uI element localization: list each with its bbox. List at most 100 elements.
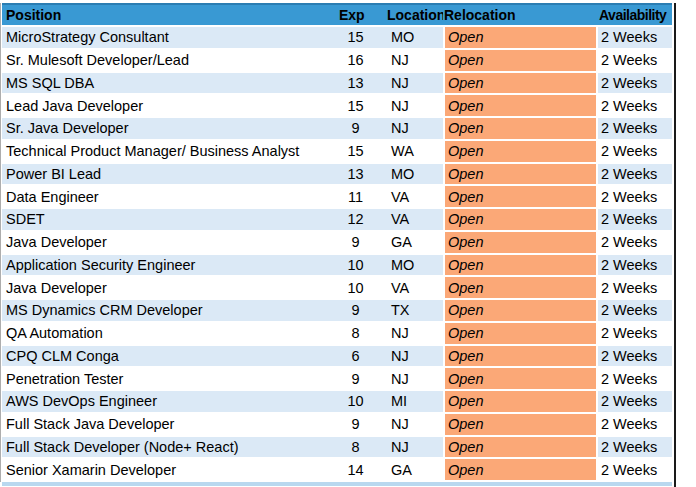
cell-exp[interactable]: 9 xyxy=(333,118,378,141)
cell-exp[interactable]: 15 xyxy=(333,27,378,50)
cell-position[interactable]: Data Engineer xyxy=(2,186,333,209)
cell-availability[interactable]: 2 Weeks xyxy=(598,459,672,482)
cell-exp[interactable]: 9 xyxy=(333,300,378,323)
cell-availability[interactable]: 2 Weeks xyxy=(598,95,672,118)
cell-relocation[interactable]: Open xyxy=(443,459,598,482)
cell-relocation[interactable]: Open xyxy=(443,368,598,391)
cell-position[interactable]: QA Automation xyxy=(2,323,333,346)
cell-relocation[interactable]: Open xyxy=(443,323,598,346)
cell-position[interactable]: MS SQL DBA xyxy=(2,73,333,96)
cell-position[interactable]: Sr. Mulesoft Developer/Lead xyxy=(2,50,333,73)
cell-availability[interactable]: 2 Weeks xyxy=(598,255,672,278)
cell-availability[interactable]: 2 Weeks xyxy=(598,346,672,369)
cell-position[interactable]: Application Security Engineer xyxy=(2,255,333,278)
cell-availability[interactable]: 2 Weeks xyxy=(598,277,672,300)
cell-relocation[interactable]: Open xyxy=(443,141,598,164)
cell-exp[interactable]: 8 xyxy=(333,323,378,346)
cell-availability[interactable]: 2 Weeks xyxy=(598,141,672,164)
cell-relocation[interactable]: Open xyxy=(443,255,598,278)
cell-relocation[interactable]: Open xyxy=(443,73,598,96)
cell-location[interactable]: NJ xyxy=(378,323,443,346)
cell-exp[interactable]: 13 xyxy=(333,164,378,187)
cell-location[interactable]: MO xyxy=(378,27,443,50)
cell-location[interactable]: VA xyxy=(378,277,443,300)
cell-relocation[interactable]: Open xyxy=(443,437,598,460)
cell-relocation[interactable]: Open xyxy=(443,95,598,118)
cell-position[interactable]: Full Stack Java Developer xyxy=(2,414,333,437)
cell-exp[interactable]: 8 xyxy=(333,437,378,460)
cell-position[interactable]: Lead Java Developer xyxy=(2,95,333,118)
cell-availability[interactable]: 2 Weeks xyxy=(598,368,672,391)
cell-location[interactable]: NJ xyxy=(378,95,443,118)
cell-position[interactable]: CPQ CLM Conga xyxy=(2,346,333,369)
cell-availability[interactable]: 2 Weeks xyxy=(598,300,672,323)
cell-position[interactable]: Sr. Java Developer xyxy=(2,118,333,141)
cell-availability[interactable]: 2 Weeks xyxy=(598,164,672,187)
cell-position[interactable]: Java Developer xyxy=(2,277,333,300)
cell-availability[interactable]: 2 Weeks xyxy=(598,232,672,255)
cell-exp[interactable]: 11 xyxy=(333,186,378,209)
cell-availability[interactable]: 2 Weeks xyxy=(598,27,672,50)
cell-relocation[interactable]: Open xyxy=(443,346,598,369)
cell-exp[interactable]: 10 xyxy=(333,277,378,300)
cell-position[interactable]: Java Developer xyxy=(2,232,333,255)
cell-exp[interactable]: 15 xyxy=(333,95,378,118)
cell-exp[interactable]: 10 xyxy=(333,255,378,278)
cell-exp[interactable]: 16 xyxy=(333,50,378,73)
cell-position[interactable]: AWS DevOps Engineer xyxy=(2,391,333,414)
cell-location[interactable]: NJ xyxy=(378,437,443,460)
cell-position[interactable]: SDET xyxy=(2,209,333,232)
cell-location[interactable]: NJ xyxy=(378,414,443,437)
cell-relocation[interactable]: Open xyxy=(443,164,598,187)
column-header-location[interactable]: Location xyxy=(378,5,443,25)
cell-position[interactable]: Power BI Lead xyxy=(2,164,333,187)
cell-availability[interactable]: 2 Weeks xyxy=(598,437,672,460)
cell-position[interactable]: Full Stack Developer (Node+ React) xyxy=(2,437,333,460)
cell-location[interactable]: GA xyxy=(378,232,443,255)
cell-relocation[interactable]: Open xyxy=(443,118,598,141)
cell-availability[interactable]: 2 Weeks xyxy=(598,391,672,414)
cell-location[interactable]: TX xyxy=(378,300,443,323)
cell-availability[interactable]: 2 Weeks xyxy=(598,50,672,73)
cell-exp[interactable]: 12 xyxy=(333,209,378,232)
cell-relocation[interactable]: Open xyxy=(443,232,598,255)
cell-location[interactable]: NJ xyxy=(378,50,443,73)
cell-location[interactable]: NJ xyxy=(378,118,443,141)
cell-location[interactable]: NJ xyxy=(378,368,443,391)
cell-exp[interactable]: 13 xyxy=(333,73,378,96)
cell-position[interactable]: Technical Product Manager/ Business Anal… xyxy=(2,141,333,164)
cell-position[interactable]: Penetration Tester xyxy=(2,368,333,391)
column-header-position[interactable]: Position xyxy=(2,5,333,25)
cell-location[interactable]: MI xyxy=(378,391,443,414)
column-header-exp[interactable]: Exp xyxy=(333,5,378,25)
cell-location[interactable]: GA xyxy=(378,459,443,482)
cell-exp[interactable]: 6 xyxy=(333,346,378,369)
cell-relocation[interactable]: Open xyxy=(443,186,598,209)
cell-exp[interactable]: 9 xyxy=(333,414,378,437)
cell-relocation[interactable]: Open xyxy=(443,391,598,414)
cell-location[interactable]: VA xyxy=(378,209,443,232)
cell-relocation[interactable]: Open xyxy=(443,50,598,73)
cell-location[interactable]: NJ xyxy=(378,73,443,96)
cell-location[interactable]: VA xyxy=(378,186,443,209)
cell-position[interactable]: MicroStrategy Consultant xyxy=(2,27,333,50)
cell-exp[interactable]: 14 xyxy=(333,459,378,482)
cell-location[interactable]: MO xyxy=(378,255,443,278)
cell-availability[interactable]: 2 Weeks xyxy=(598,414,672,437)
cell-relocation[interactable]: Open xyxy=(443,27,598,50)
cell-availability[interactable]: 2 Weeks xyxy=(598,73,672,96)
cell-location[interactable]: MO xyxy=(378,164,443,187)
cell-location[interactable]: WA xyxy=(378,141,443,164)
cell-availability[interactable]: 2 Weeks xyxy=(598,209,672,232)
cell-exp[interactable]: 9 xyxy=(333,232,378,255)
cell-exp[interactable]: 9 xyxy=(333,368,378,391)
cell-position[interactable]: Senior Xamarin Developer xyxy=(2,459,333,482)
cell-relocation[interactable]: Open xyxy=(443,277,598,300)
cell-exp[interactable]: 15 xyxy=(333,141,378,164)
cell-availability[interactable]: 2 Weeks xyxy=(598,323,672,346)
cell-relocation[interactable]: Open xyxy=(443,209,598,232)
cell-relocation[interactable]: Open xyxy=(443,414,598,437)
cell-availability[interactable]: 2 Weeks xyxy=(598,118,672,141)
cell-availability[interactable]: 2 Weeks xyxy=(598,186,672,209)
cell-location[interactable]: NJ xyxy=(378,346,443,369)
